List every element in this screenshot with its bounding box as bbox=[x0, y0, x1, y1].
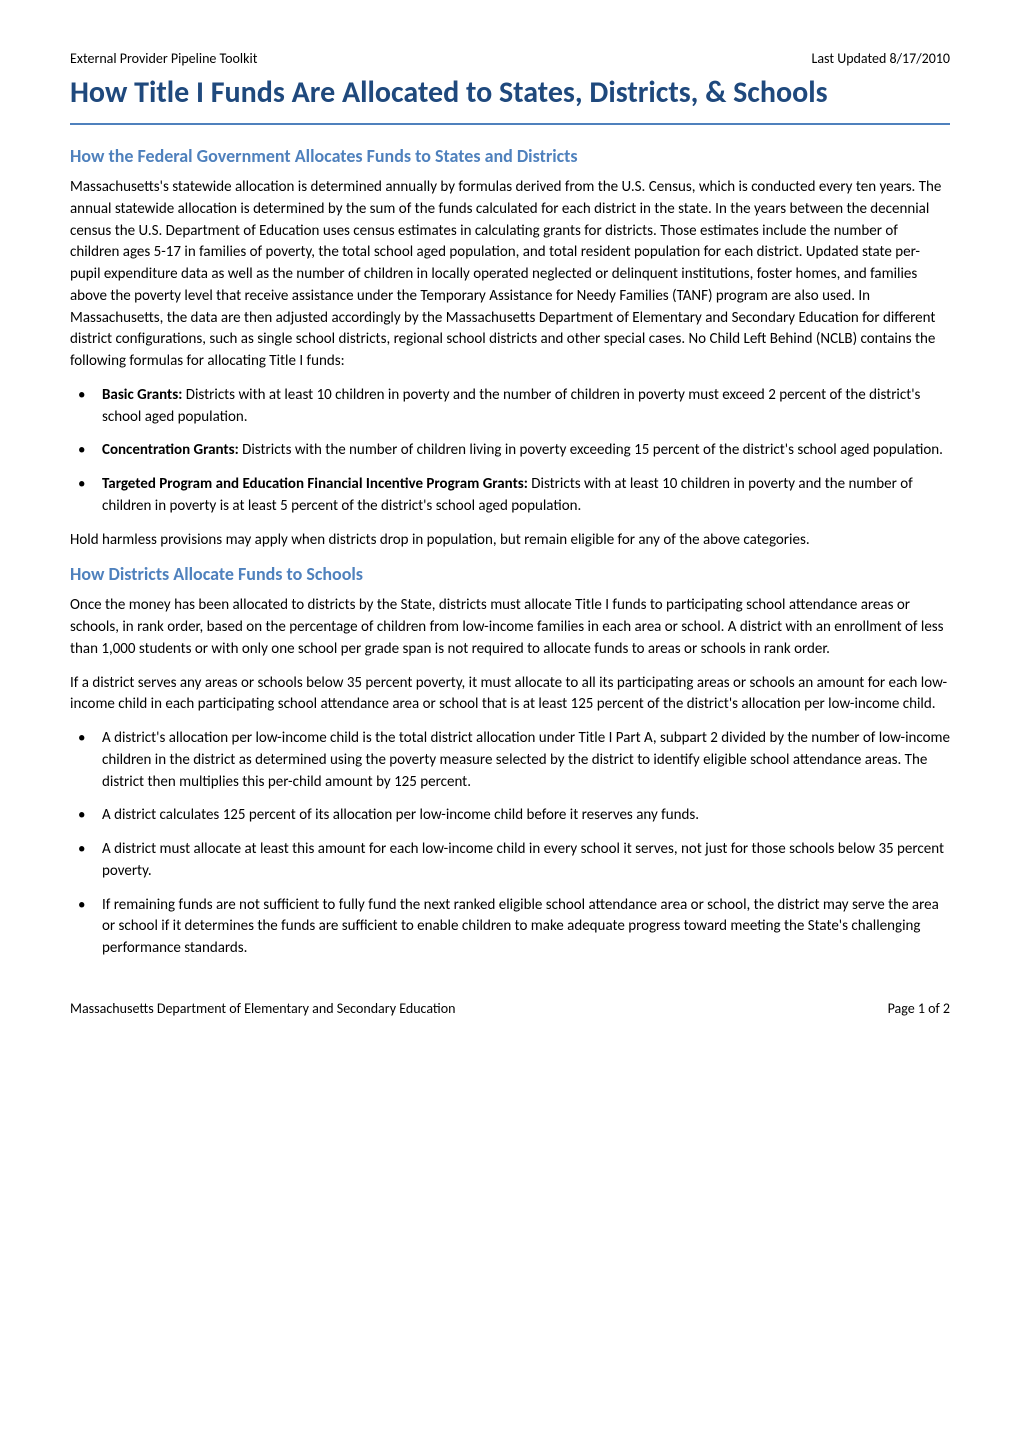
bullet-bold: Basic Grants: bbox=[102, 386, 182, 404]
footer-right: Page 1 of 2 bbox=[888, 1000, 950, 1017]
bullet-text: Districts with the number of children li… bbox=[239, 441, 943, 459]
list-item: A district calculates 125 percent of its… bbox=[70, 805, 950, 827]
section-2-heading: How Districts Allocate Funds to Schools bbox=[70, 563, 950, 585]
page-title: How Title I Funds Are Allocated to State… bbox=[70, 75, 950, 111]
footer-left: Massachusetts Department of Elementary a… bbox=[70, 1000, 455, 1017]
bullet-text: Districts with at least 10 children in p… bbox=[102, 386, 920, 426]
list-item: Basic Grants: Districts with at least 10… bbox=[70, 385, 950, 429]
section-1-bullet-list: Basic Grants: Districts with at least 10… bbox=[70, 385, 950, 518]
section-2-para-1: Once the money has been allocated to dis… bbox=[70, 595, 950, 660]
list-item: Targeted Program and Education Financial… bbox=[70, 474, 950, 518]
title-underline bbox=[70, 123, 950, 125]
section-2-bullet-list: A district's allocation per low-income c… bbox=[70, 728, 950, 960]
header-right: Last Updated 8/17/2010 bbox=[811, 50, 950, 67]
list-item: A district must allocate at least this a… bbox=[70, 839, 950, 883]
document-footer: Massachusetts Department of Elementary a… bbox=[70, 1000, 950, 1017]
section-1-para-1: Massachusetts's statewide allocation is … bbox=[70, 177, 950, 373]
section-1-para-2: Hold harmless provisions may apply when … bbox=[70, 530, 950, 552]
list-item: A district's allocation per low-income c… bbox=[70, 728, 950, 793]
document-header: External Provider Pipeline Toolkit Last … bbox=[70, 50, 950, 67]
header-left: External Provider Pipeline Toolkit bbox=[70, 50, 257, 67]
bullet-bold: Targeted Program and Education Financial… bbox=[102, 475, 528, 493]
section-2-para-2: If a district serves any areas or school… bbox=[70, 673, 950, 717]
list-item: Concentration Grants: Districts with the… bbox=[70, 440, 950, 462]
list-item: If remaining funds are not sufficient to… bbox=[70, 895, 950, 960]
section-1-heading: How the Federal Government Allocates Fun… bbox=[70, 145, 950, 167]
bullet-bold: Concentration Grants: bbox=[102, 441, 239, 459]
